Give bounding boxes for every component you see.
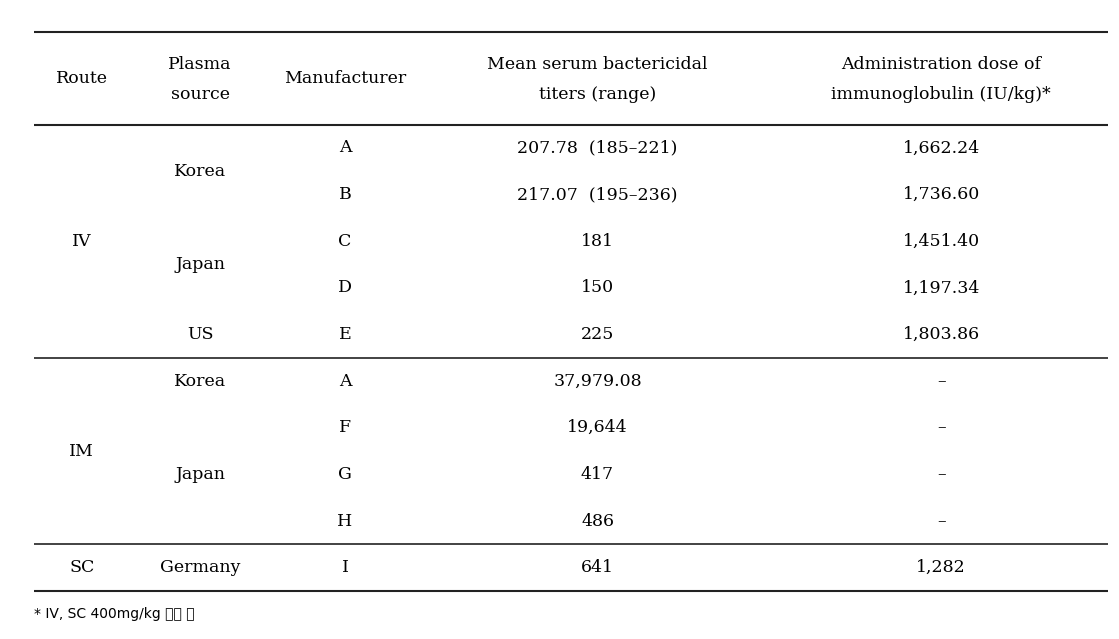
Text: F: F [339, 419, 351, 436]
Text: titers (range): titers (range) [539, 86, 656, 104]
Text: 1,803.86: 1,803.86 [903, 326, 980, 343]
Text: Administration dose of: Administration dose of [841, 56, 1042, 73]
Text: H: H [338, 512, 352, 530]
Text: immunoglobulin (IU/kg)*: immunoglobulin (IU/kg)* [831, 86, 1051, 104]
Text: 37,979.08: 37,979.08 [553, 373, 642, 390]
Text: Route: Route [56, 70, 107, 87]
Text: Japan: Japan [175, 466, 225, 483]
Text: 641: 641 [581, 559, 614, 576]
Text: –: – [937, 512, 946, 530]
Text: US: US [187, 326, 214, 343]
Text: Plasma: Plasma [168, 56, 232, 73]
Text: SC: SC [69, 559, 95, 576]
Text: I: I [341, 559, 349, 576]
Text: 486: 486 [581, 512, 614, 530]
Text: * IV, SC 400mg/kg 주사 시: * IV, SC 400mg/kg 주사 시 [34, 607, 195, 621]
Text: 19,644: 19,644 [567, 419, 628, 436]
Text: 417: 417 [581, 466, 614, 483]
Text: D: D [338, 279, 352, 296]
Text: A: A [339, 373, 351, 390]
Text: Manufacturer: Manufacturer [284, 70, 406, 87]
Text: C: C [338, 233, 351, 250]
Text: Japan: Japan [175, 256, 225, 273]
Text: B: B [339, 186, 351, 203]
Text: IM: IM [69, 443, 94, 459]
Text: Korea: Korea [175, 163, 226, 180]
Text: Mean serum bactericidal: Mean serum bactericidal [487, 56, 708, 73]
Text: 181: 181 [581, 233, 614, 250]
Text: 1,451.40: 1,451.40 [903, 233, 980, 250]
Text: G: G [338, 466, 352, 483]
Text: –: – [937, 419, 946, 436]
Text: A: A [339, 139, 351, 157]
Text: 1,282: 1,282 [916, 559, 966, 576]
Text: Germany: Germany [160, 559, 241, 576]
Text: 207.78  (185–221): 207.78 (185–221) [517, 139, 678, 157]
Text: E: E [339, 326, 351, 343]
Text: 1,197.34: 1,197.34 [903, 279, 980, 296]
Text: IV: IV [72, 233, 92, 250]
Text: –: – [937, 373, 946, 390]
Text: source: source [170, 86, 229, 104]
Text: 1,662.24: 1,662.24 [903, 139, 980, 157]
Text: 225: 225 [581, 326, 614, 343]
Text: –: – [937, 466, 946, 483]
Text: 150: 150 [581, 279, 614, 296]
Text: Korea: Korea [175, 373, 226, 390]
Text: 217.07  (195–236): 217.07 (195–236) [517, 186, 678, 203]
Text: 1,736.60: 1,736.60 [903, 186, 980, 203]
